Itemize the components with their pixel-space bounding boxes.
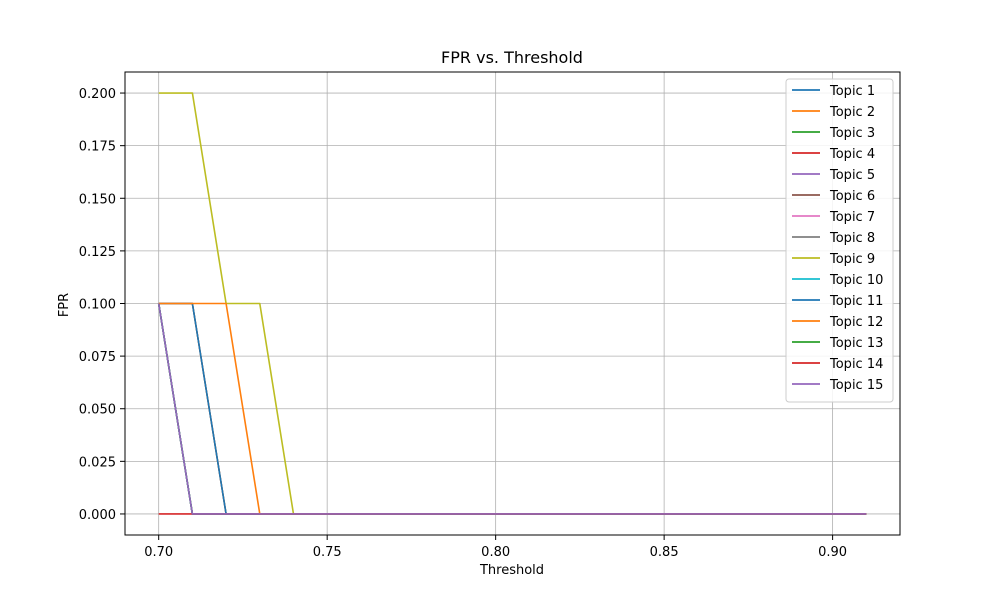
x-tick-label: 0.70: [144, 545, 173, 560]
y-tick-label: 0.175: [79, 140, 116, 155]
y-tick-label: 0.000: [79, 508, 116, 523]
legend: Topic 1 Topic 2 Topic 3 Topic 4 Topic 5 Topic…: [785, 78, 894, 403]
legend-label: Topic 4: [829, 147, 875, 162]
series-line-topic-15: [157, 303, 867, 515]
x-tick-label: 0.75: [313, 545, 342, 560]
legend-label: Topic 9: [829, 252, 875, 267]
y-tick-label: 0.050: [79, 403, 116, 418]
legend-label: Topic 7: [829, 210, 875, 225]
grid: [125, 72, 900, 535]
y-tick-label: 0.100: [79, 298, 116, 313]
legend-label: Topic 14: [829, 357, 883, 372]
y-tick-label: 0.150: [79, 192, 116, 207]
legend-label: Topic 12: [829, 315, 883, 330]
x-tick-label: 0.90: [818, 545, 847, 560]
legend-label: Topic 15: [829, 378, 883, 393]
legend-label: Topic 11: [829, 294, 883, 309]
y-tick-label: 0.200: [79, 87, 116, 102]
chart-title: FPR vs. Threshold: [441, 48, 583, 67]
x-axis-ticks: 0.70 0.75 0.80 0.85 0.90: [144, 535, 847, 560]
legend-label: Topic 6: [829, 189, 875, 204]
y-tick-label: 0.025: [79, 455, 116, 470]
legend-label: Topic 2: [829, 105, 875, 120]
series-lines: [157, 92, 867, 515]
x-axis-label: Threshold: [479, 563, 544, 578]
legend-label: Topic 1: [829, 84, 875, 99]
y-axis-label: FPR: [57, 293, 72, 317]
legend-label: Topic 5: [829, 168, 875, 183]
x-tick-label: 0.85: [650, 545, 679, 560]
x-tick-label: 0.80: [481, 545, 510, 560]
legend-label: Topic 13: [829, 336, 883, 351]
y-tick-label: 0.125: [79, 245, 116, 260]
y-tick-label: 0.075: [79, 350, 116, 365]
legend-label: Topic 10: [829, 273, 883, 288]
legend-label: Topic 3: [829, 126, 875, 141]
legend-label: Topic 8: [829, 231, 875, 246]
y-axis-ticks: 0.000 0.025 0.050 0.075 0.100 0.125 0.150 0.175…: [79, 87, 125, 523]
